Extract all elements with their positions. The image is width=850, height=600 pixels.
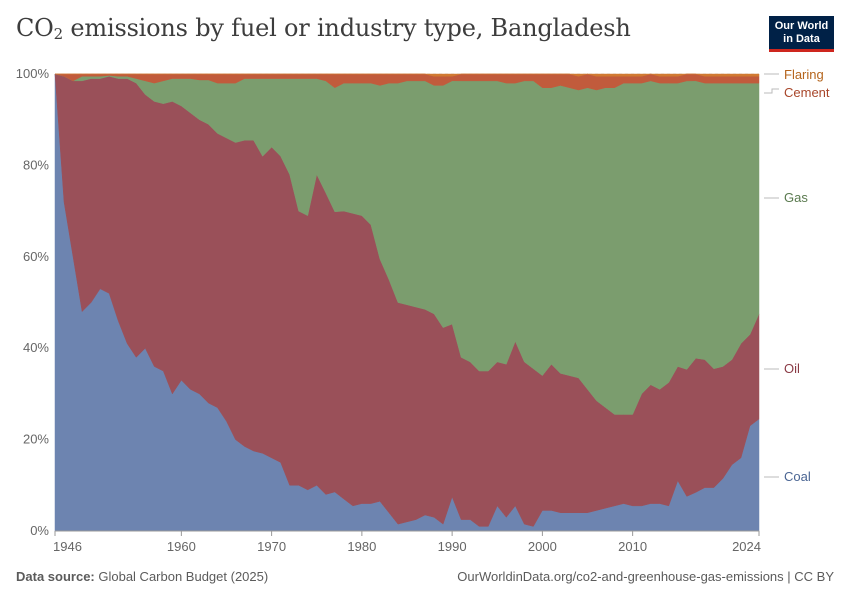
legend-label-gas: Gas bbox=[784, 190, 808, 205]
x-tick-label: 1990 bbox=[438, 539, 467, 554]
legend-label-coal: Coal bbox=[784, 469, 811, 484]
x-tick-label: 2024 bbox=[732, 539, 761, 554]
x-tick-label: 2010 bbox=[618, 539, 647, 554]
data-source: Data source: Global Carbon Budget (2025) bbox=[16, 569, 269, 584]
x-tick-label: 2000 bbox=[528, 539, 557, 554]
y-tick-label: 0% bbox=[30, 523, 49, 538]
legend-label-oil: Oil bbox=[784, 361, 800, 376]
logo-line-1: Our World bbox=[774, 20, 829, 32]
source-url[interactable]: OurWorldinData.org/co2-and-greenhouse-ga… bbox=[457, 569, 834, 584]
chart-title: CO2 emissions by fuel or industry type, … bbox=[16, 14, 631, 43]
x-tick-label: 1946 bbox=[53, 539, 82, 554]
y-tick-label: 40% bbox=[23, 340, 49, 355]
y-axis: 0% 20% 40% 60% 80% 100% bbox=[16, 66, 50, 538]
legend-label-cement: Cement bbox=[784, 85, 830, 100]
y-tick-label: 100% bbox=[16, 66, 50, 81]
y-tick-label: 20% bbox=[23, 432, 49, 447]
x-tick-label: 1960 bbox=[167, 539, 196, 554]
x-tick-label: 1980 bbox=[347, 539, 376, 554]
x-axis: 1946 1960 1970 1980 1990 2000 2010 2024 bbox=[53, 530, 761, 554]
legend-connector-cement bbox=[764, 88, 779, 94]
owid-logo[interactable]: Our World in Data bbox=[769, 16, 834, 52]
logo-line-2: in Data bbox=[783, 33, 820, 45]
legend: Flaring Cement Gas Oil Coal bbox=[764, 67, 830, 484]
x-tick-label: 1970 bbox=[257, 539, 286, 554]
y-tick-label: 60% bbox=[23, 249, 49, 264]
area-series bbox=[54, 73, 760, 532]
y-tick-label: 80% bbox=[23, 157, 49, 172]
area-flaring bbox=[55, 73, 760, 77]
legend-label-flaring: Flaring bbox=[784, 67, 824, 82]
